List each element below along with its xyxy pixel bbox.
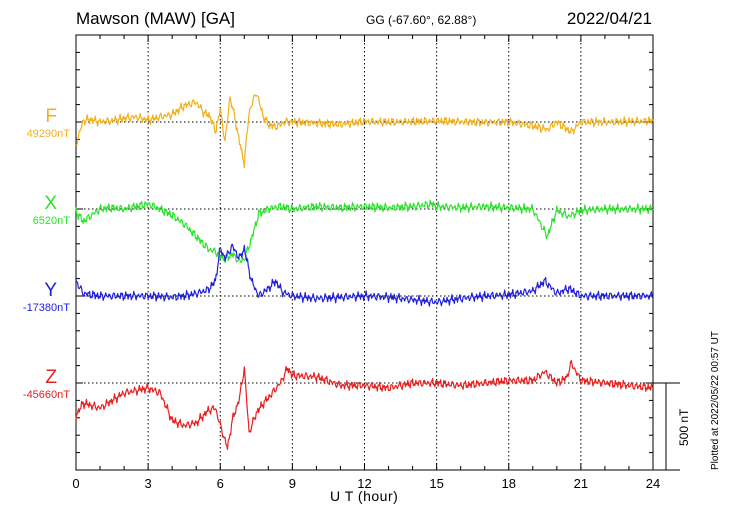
x-tick-label: 24: [646, 476, 660, 491]
x-tick-label: 3: [145, 476, 152, 491]
x-axis-label: U T (hour): [330, 488, 399, 504]
series-line-y: [75, 243, 654, 307]
x-tick-label: 18: [502, 476, 516, 491]
x-tick-label: 0: [72, 476, 79, 491]
x-tick-label: 15: [429, 476, 443, 491]
component-letter-y: Y: [44, 280, 57, 301]
component-baseline-x: 6520nT: [32, 215, 70, 227]
geographic-coordinates: GG (-67.60°, 62.88°): [366, 13, 477, 27]
component-baseline-f: 49290nT: [26, 128, 70, 140]
component-letter-z: Z: [45, 367, 57, 388]
x-tick-label: 21: [574, 476, 588, 491]
x-tick-label: 9: [289, 476, 296, 491]
plot-date: 2022/04/21: [566, 9, 652, 28]
series-line-x: [75, 199, 654, 264]
scale-bar-label: 500 nT: [677, 408, 691, 446]
component-baseline-z: -45660nT: [22, 389, 70, 401]
series-line-f: [75, 94, 654, 169]
component-baseline-y: -17380nT: [22, 302, 70, 314]
x-tick-label: 6: [217, 476, 224, 491]
component-letter-f: F: [45, 106, 57, 127]
plotted-timestamp: Plotted at 2022/05/22 00:57 UT: [710, 331, 721, 470]
component-letter-x: X: [44, 193, 57, 214]
x-tick-label: 12: [357, 476, 371, 491]
station-title: Mawson (MAW) [GA]: [76, 9, 235, 28]
series-line-z: [75, 360, 654, 450]
